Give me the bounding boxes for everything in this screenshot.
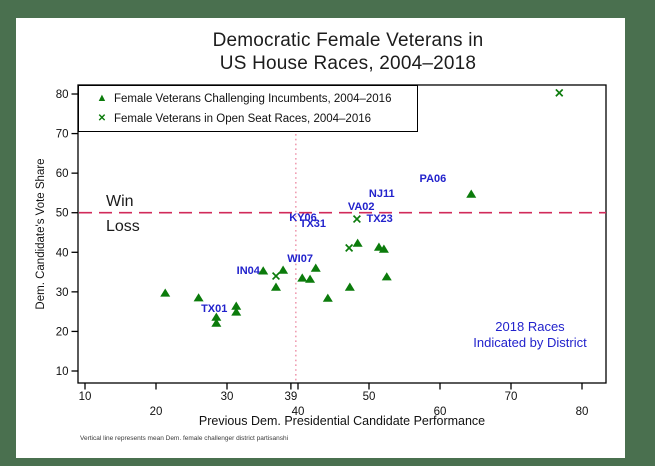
district-label-in04: IN04 [237,265,261,277]
data-point-triangle [211,318,222,327]
x-axis-title: Previous Dem. Presidential Candidate Per… [198,414,486,428]
data-point-x [345,243,354,252]
y-tick-label: 40 [56,247,69,259]
triangle-marker-icon: ▲ [96,92,108,104]
y-tick-label: 30 [56,287,69,299]
y-axis-title: Dem. Candidate's Vote Share [35,158,47,310]
y-tick-label: 70 [56,129,69,141]
y-tick-label: 20 [56,326,69,338]
data-point-triangle [211,312,222,321]
legend-item-challengers: ▲ Female Veterans Challenging Incumbents… [92,90,417,107]
races-2018-note-line2: Indicated by District [473,334,587,350]
x-tick-label: 20 [150,406,163,418]
data-point-triangle [160,288,171,297]
legend-item-label: Female Veterans in Open Seat Races, 2004… [114,112,372,125]
footnote: Vertical line represents mean Dem. femal… [80,435,289,442]
x-tick-label: 10 [79,391,92,403]
data-point-triangle [231,301,242,310]
chart-title: Democratic Female Veterans in US House R… [78,29,618,75]
x-tick-label: 39 [285,391,298,403]
district-label-pa06: PA06 [420,173,447,185]
district-label-wi07: WI07 [287,253,313,265]
win-annotation: Win [106,193,134,210]
x-tick-label: 80 [576,406,589,418]
data-point-triangle [381,272,392,281]
chart-title-line2: US House Races, 2004–2018 [219,53,477,74]
data-point-triangle [258,266,269,275]
y-tick-label: 80 [56,89,69,101]
x-tick-label: 60 [434,406,447,418]
data-point-triangle [278,265,289,274]
x-tick-label: 30 [221,391,234,403]
data-point-triangle [322,293,333,302]
data-point-triangle [310,263,321,272]
data-point-triangle [231,307,242,316]
x-tick-label: 40 [292,406,305,418]
data-point-triangle [305,274,316,283]
district-label-nj11: NJ11 [369,188,395,200]
district-label-va02: VA02 [348,201,375,213]
data-point-triangle [193,293,204,302]
y-tick-label: 60 [56,168,69,180]
legend-item-open-seat: ✕ Female Veterans in Open Seat Races, 20… [92,110,417,127]
y-tick-label: 10 [56,366,69,378]
district-label-ky06: KY06 [289,212,317,224]
chart-title-line1: Democratic Female Veterans in [212,30,484,51]
loss-annotation: Loss [106,218,140,235]
x-tick-label: 70 [505,391,518,403]
district-label-tx23: TX23 [367,213,393,225]
district-label-tx01: TX01 [201,303,227,315]
data-point-x [271,272,280,281]
races-2018-note-line1: 2018 Races [495,319,565,334]
data-point-triangle [378,244,389,253]
data-point-triangle [466,189,477,198]
races-2018-note: 2018 Races Indicated by District [455,319,605,350]
district-label-tx31: TX31 [300,218,326,230]
x-tick-label: 50 [363,391,376,403]
y-tick-label: 50 [56,208,69,220]
legend-box: ▲ Female Veterans Challenging Incumbents… [78,85,418,132]
data-point-x [555,88,564,97]
data-point-triangle [344,282,355,291]
data-point-triangle [297,273,308,282]
data-point-x [352,215,361,224]
data-point-triangle [352,238,363,247]
data-point-triangle [270,282,281,291]
x-marker-icon: ✕ [97,112,107,124]
legend-item-label: Female Veterans Challenging Incumbents, … [114,92,392,105]
